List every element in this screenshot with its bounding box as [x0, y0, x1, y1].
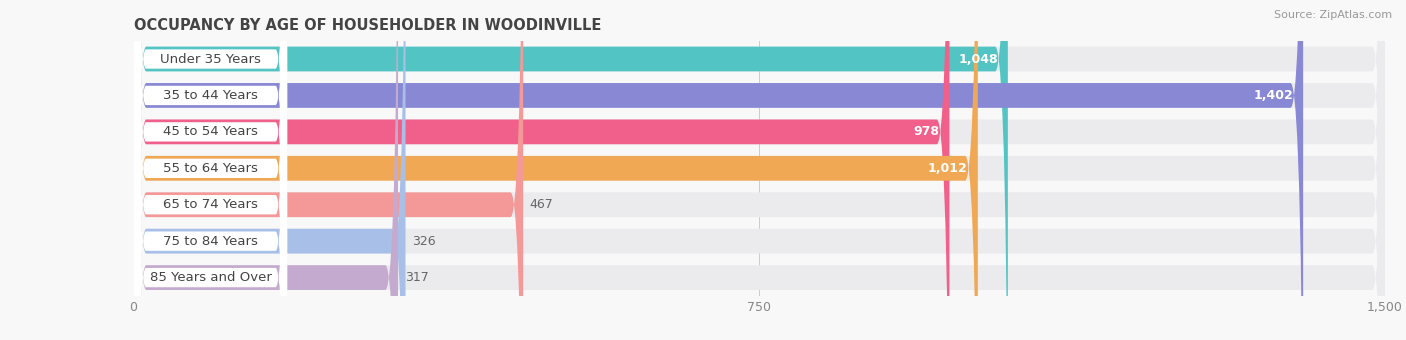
- FancyBboxPatch shape: [134, 0, 1385, 340]
- FancyBboxPatch shape: [134, 0, 1385, 340]
- Text: 326: 326: [412, 235, 436, 248]
- Text: 45 to 54 Years: 45 to 54 Years: [163, 125, 259, 138]
- FancyBboxPatch shape: [134, 0, 977, 340]
- FancyBboxPatch shape: [134, 0, 1385, 340]
- FancyBboxPatch shape: [134, 0, 1385, 340]
- FancyBboxPatch shape: [135, 0, 287, 340]
- Text: 75 to 84 Years: 75 to 84 Years: [163, 235, 259, 248]
- FancyBboxPatch shape: [134, 0, 398, 340]
- FancyBboxPatch shape: [135, 0, 287, 340]
- Text: 317: 317: [405, 271, 429, 284]
- FancyBboxPatch shape: [134, 0, 405, 340]
- Text: 55 to 64 Years: 55 to 64 Years: [163, 162, 259, 175]
- Text: 85 Years and Over: 85 Years and Over: [150, 271, 271, 284]
- FancyBboxPatch shape: [134, 0, 1385, 340]
- FancyBboxPatch shape: [135, 0, 287, 340]
- FancyBboxPatch shape: [135, 0, 287, 340]
- FancyBboxPatch shape: [135, 0, 287, 340]
- Text: OCCUPANCY BY AGE OF HOUSEHOLDER IN WOODINVILLE: OCCUPANCY BY AGE OF HOUSEHOLDER IN WOODI…: [134, 18, 600, 33]
- FancyBboxPatch shape: [134, 0, 523, 340]
- FancyBboxPatch shape: [134, 0, 1303, 340]
- Text: 467: 467: [530, 198, 554, 211]
- FancyBboxPatch shape: [134, 0, 1385, 340]
- Text: 65 to 74 Years: 65 to 74 Years: [163, 198, 259, 211]
- Text: 1,048: 1,048: [959, 52, 998, 66]
- Text: Source: ZipAtlas.com: Source: ZipAtlas.com: [1274, 10, 1392, 20]
- FancyBboxPatch shape: [134, 0, 1008, 340]
- Text: 1,012: 1,012: [928, 162, 967, 175]
- FancyBboxPatch shape: [135, 0, 287, 340]
- Text: 1,402: 1,402: [1253, 89, 1294, 102]
- Text: 35 to 44 Years: 35 to 44 Years: [163, 89, 259, 102]
- FancyBboxPatch shape: [134, 0, 949, 340]
- Text: Under 35 Years: Under 35 Years: [160, 52, 262, 66]
- FancyBboxPatch shape: [134, 0, 1385, 340]
- Text: 978: 978: [914, 125, 939, 138]
- FancyBboxPatch shape: [135, 0, 287, 340]
